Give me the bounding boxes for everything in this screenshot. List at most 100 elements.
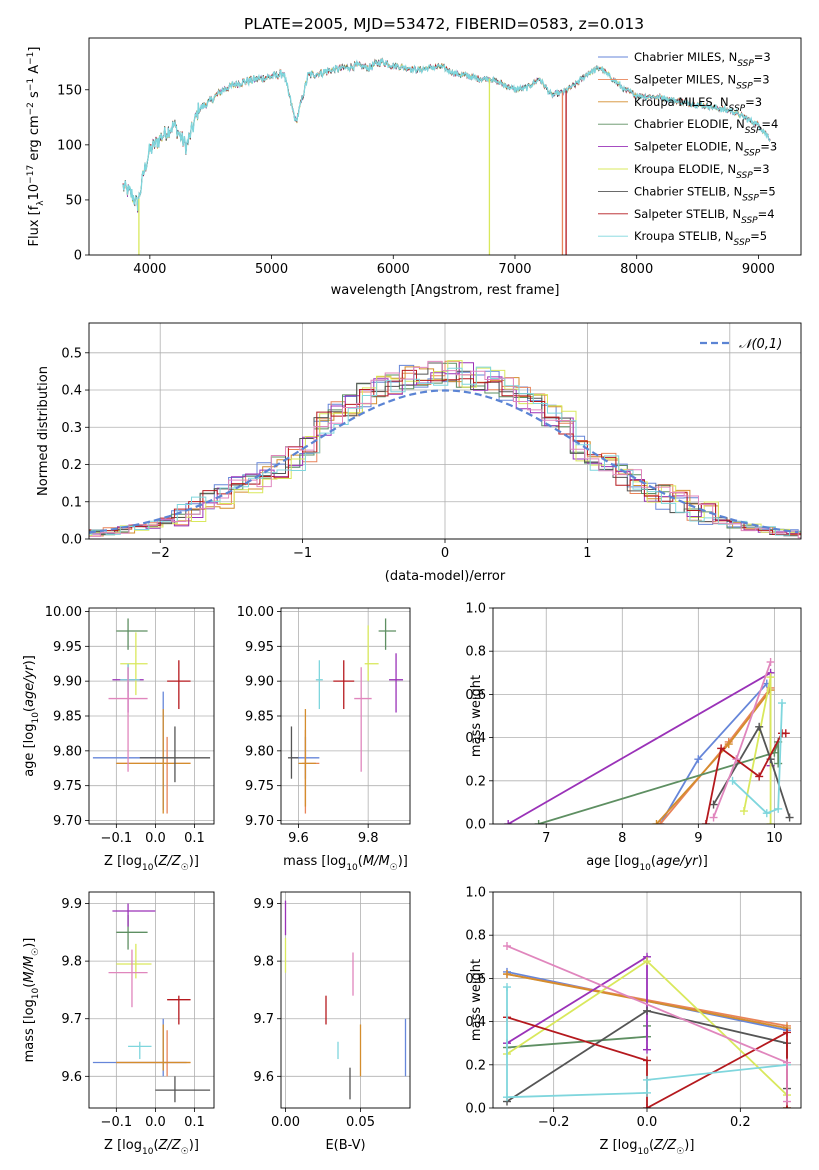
x-tick-label: 7 <box>542 831 550 846</box>
y-tick-label: 9.7 <box>61 1012 82 1027</box>
mass_vs_EBV-xlabel: E(B-V) <box>325 1138 365 1153</box>
histogram-series-8 <box>89 366 801 536</box>
y-tick-label: 9.95 <box>53 640 82 655</box>
y-tick-label: 9.90 <box>245 675 274 690</box>
x-tick-label: 0.05 <box>346 1115 375 1130</box>
weight_vs_Z-ylabel: mass weight <box>469 959 484 1041</box>
x-tick-label: 9.8 <box>358 831 379 846</box>
age_vs_Z-xlabel: Z [log10(Z/Z☉)] <box>104 854 199 873</box>
weight_vs_age-ylabel: mass weight <box>469 675 484 757</box>
y-tick-label: 0.1 <box>61 495 82 510</box>
gaussian-curve <box>89 389 799 534</box>
age_vs_Z-errorbars <box>92 618 211 814</box>
y-tick-label: 0.8 <box>465 645 486 660</box>
mass_vs_EBV-axes: 0.00 0.05 9.6 9.7 9.8 9.9 <box>253 892 410 1130</box>
weight_vs_age-xlabel: age [log10(age/yr)] <box>586 854 708 873</box>
x-tick-label: 4000 <box>133 262 166 277</box>
spectrum-frame <box>88 37 802 256</box>
y-tick-label: 0.0 <box>61 533 82 548</box>
y-tick-label: 9.75 <box>245 779 274 794</box>
x-tick-label: 1 <box>583 546 591 561</box>
y-tick-label: 9.85 <box>53 710 82 725</box>
y-tick-label: 0.8 <box>465 929 486 944</box>
x-tick-label: −0.2 <box>538 1115 570 1130</box>
spectrum-xlabel: wavelength [Angstrom, rest frame] <box>331 283 560 298</box>
histogram-ylabel: Normed distribution <box>36 366 51 496</box>
weight_vs_age-lines <box>504 658 794 824</box>
histogram-series-6 <box>89 362 801 537</box>
y-tick-label: 0.4 <box>465 731 486 746</box>
histogram-series-7 <box>89 369 801 536</box>
x-tick-label: 9000 <box>742 262 775 277</box>
age_vs_mass-errorbars <box>287 618 404 814</box>
x-tick-label: 0.0 <box>145 1115 166 1130</box>
weight_vs_age-frame <box>492 607 802 825</box>
y-tick-label: 9.6 <box>253 1070 274 1085</box>
y-tick-label: 0.0 <box>465 818 486 833</box>
y-tick-label: 9.7 <box>253 1012 274 1027</box>
x-tick-label: 9 <box>694 831 702 846</box>
figure-title: PLATE=2005, MJD=53472, FIBERID=0583, z=0… <box>244 15 644 33</box>
y-tick-label: 9.8 <box>253 955 274 970</box>
legend-label: Chabrier STELIB, NSSP=5 <box>634 184 776 203</box>
spectrum-axes: 4000 5000 6000 7000 8000 9000 0 50 100 150 <box>57 83 775 277</box>
weight-line-7 <box>506 1016 788 1108</box>
y-tick-label: 9.9 <box>61 897 82 912</box>
x-tick-label: 0.0 <box>637 1115 658 1130</box>
spectrum-legend: Chabrier MILES, NSSP=3 Salpeter MILES, NS… <box>598 50 778 248</box>
weight_vs_Z-lines <box>503 942 791 1108</box>
y-tick-label: 0.2 <box>465 774 486 789</box>
histogram-steps <box>89 360 801 539</box>
histogram-series-4 <box>89 362 801 535</box>
legend-label: Kroupa MILES, NSSP=3 <box>634 95 762 114</box>
y-tick-label: 10.00 <box>237 605 274 620</box>
y-tick-label: 0.2 <box>465 1058 486 1073</box>
x-tick-label: 0.00 <box>271 1115 300 1130</box>
y-tick-label: 9.80 <box>53 744 82 759</box>
y-tick-label: 150 <box>57 83 82 98</box>
legend-label: Salpeter MILES, NSSP=3 <box>634 72 770 91</box>
x-tick-label: 10 <box>766 831 783 846</box>
y-tick-label: 100 <box>57 138 82 153</box>
y-tick-label: 0.6 <box>465 972 486 987</box>
legend-label: Kroupa STELIB, NSSP=5 <box>634 229 767 248</box>
age_vs_Z-axes: −0.1 0.0 0.1 9.70 9.75 9.80 9.85 9.90 9.95 10.00 <box>45 605 214 846</box>
x-tick-label: 2 <box>726 546 734 561</box>
histogram-xlabel: (data-model)/error <box>385 569 506 584</box>
x-tick-label: −2 <box>151 546 170 561</box>
y-tick-label: 0.5 <box>61 346 82 361</box>
x-tick-label: −0.1 <box>101 831 133 846</box>
weight-line-8 <box>731 702 783 815</box>
y-tick-label: 0.4 <box>465 1015 486 1030</box>
age_vs_Z-frame <box>88 607 215 825</box>
y-tick-label: 9.9 <box>253 897 274 912</box>
y-tick-label: 9.6 <box>61 1070 82 1085</box>
x-tick-label: 5000 <box>255 262 288 277</box>
y-tick-label: 0 <box>74 249 82 264</box>
x-tick-label: 8000 <box>620 262 653 277</box>
mass_vs_Z-ylabel: mass [log10(M/M☉)] <box>22 938 41 1063</box>
weight_vs_Z-frame <box>492 891 802 1109</box>
legend-label: Salpeter ELODIE, NSSP=3 <box>634 140 777 159</box>
mass_vs_Z-errorbars <box>92 903 211 1103</box>
weight_vs_Z-xlabel: Z [log10(Z/Z☉)] <box>600 1138 695 1157</box>
x-tick-label: 0 <box>441 546 449 561</box>
y-tick-label: 9.90 <box>53 675 82 690</box>
y-tick-label: 9.85 <box>245 710 274 725</box>
x-tick-label: 0.1 <box>184 1115 205 1130</box>
histogram-series-9 <box>89 360 801 539</box>
x-tick-label: 6000 <box>377 262 410 277</box>
spectrum-lines <box>122 57 771 255</box>
x-tick-label: 0.0 <box>145 831 166 846</box>
x-tick-label: 0.2 <box>730 1115 751 1130</box>
mass_vs_Z-xlabel: Z [log10(Z/Z☉)] <box>104 1138 199 1157</box>
age_vs_mass-xlabel: mass [log10(M/M☉)] <box>283 854 408 873</box>
age_vs_Z-ylabel: age [log10(age/yr)] <box>22 655 41 777</box>
spectrum-ylabel: Flux [fλ10−17 erg cm−2 s−1 A−1] <box>26 47 46 247</box>
y-tick-label: 0.6 <box>465 688 486 703</box>
y-tick-label: 9.8 <box>61 955 82 970</box>
y-tick-label: 0.2 <box>61 458 82 473</box>
y-tick-label: 0.0 <box>465 1102 486 1117</box>
legend-label: Chabrier ELODIE, NSSP=4 <box>634 117 778 136</box>
